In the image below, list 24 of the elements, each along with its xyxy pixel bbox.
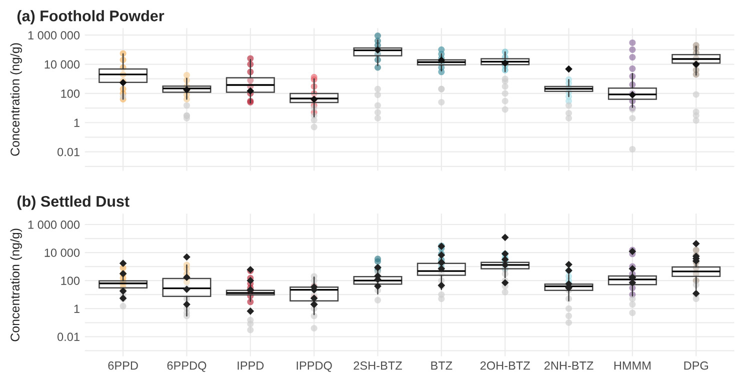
x-tick-label: BTZ xyxy=(431,362,452,370)
y-axis-title: Concentration (ng/g) xyxy=(10,228,22,342)
x-tick-label: DPG xyxy=(684,361,708,370)
y-tick-label: 1 000 000 xyxy=(28,220,80,229)
y-tick-label: 1 xyxy=(74,304,80,313)
y-tick-label: 0.01 xyxy=(57,148,80,156)
x-tick-label: IPPDQ xyxy=(296,361,332,372)
chart-title: (a) Foothold Powder xyxy=(17,10,164,24)
y-tick-label: 100 xyxy=(61,89,80,98)
x-tick-label: 6PPD xyxy=(108,361,138,370)
y-tick-label: 100 xyxy=(61,276,80,285)
y-tick-label: 10 000 xyxy=(44,60,80,69)
x-tick-label: 2SH-BTZ xyxy=(354,361,402,370)
x-tick-label: 2NH-BTZ xyxy=(544,361,594,370)
y-axis-title: Concentration (ng/g) xyxy=(10,43,22,156)
x-tick-label: IPPD xyxy=(238,362,264,370)
y-tick-label: 1 000 000 xyxy=(28,31,80,40)
y-tick-label: 0.01 xyxy=(57,332,80,342)
x-tick-label: 2OH-BTZ xyxy=(480,361,530,370)
y-tick-label: 1 xyxy=(74,118,80,127)
x-tick-label: 6PPDQ xyxy=(167,361,206,372)
chart-title: (b) Settled Dust xyxy=(17,196,130,210)
x-tick-label: HMMM xyxy=(614,362,650,370)
y-tick-label: 10 000 xyxy=(44,248,80,257)
